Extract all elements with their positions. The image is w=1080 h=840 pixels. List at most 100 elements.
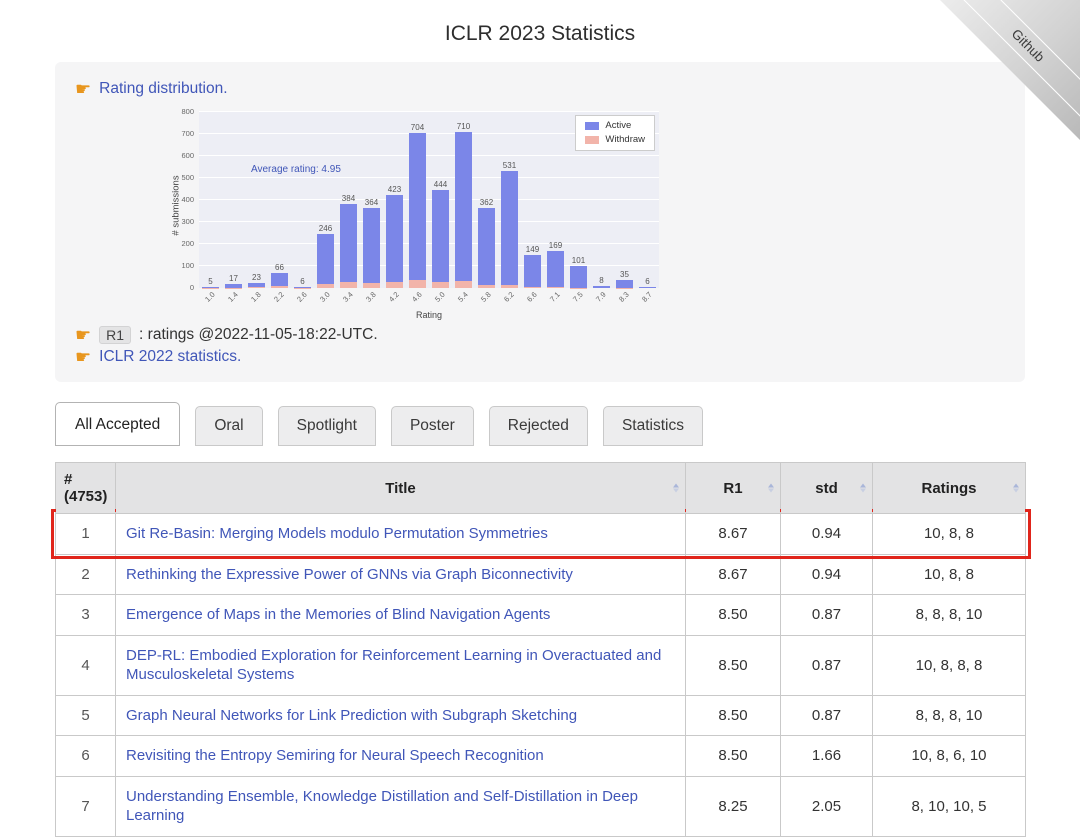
active-bar: 17 — [225, 274, 242, 288]
header-num[interactable]: # (4753) — [55, 462, 116, 514]
row-number: 3 — [55, 594, 116, 636]
withdraw-bar — [386, 282, 403, 288]
active-bar: 362 — [478, 198, 495, 288]
bar-slot: 6 2.6 — [291, 112, 314, 304]
paper-title-link[interactable]: Understanding Ensemble, Knowledge Distil… — [126, 787, 638, 825]
iclr2022-line: ☛ ICLR 2022 statistics. — [75, 348, 1005, 366]
bar-value-label: 169 — [548, 240, 563, 250]
bar-value-label: 149 — [525, 245, 540, 255]
chart-legend: Active Withdraw — [575, 115, 655, 151]
bar-value-label: 444 — [433, 180, 448, 190]
legend-label-active: Active — [605, 120, 632, 131]
legend-swatch-active — [585, 121, 600, 130]
bar-slot: 531 6.2 — [498, 112, 521, 304]
bar-slot: 423 4.2 — [383, 112, 406, 304]
std-cell: 0.94 — [780, 553, 873, 595]
rating-distribution-link[interactable]: Rating distribution. — [99, 80, 228, 97]
row-number: 5 — [55, 694, 116, 736]
row-number: 4 — [55, 634, 116, 696]
tab-oral[interactable]: Oral — [195, 406, 263, 446]
ratings-cell: 10, 8, 8 — [872, 553, 1026, 595]
header-r1-label: R1 — [723, 479, 743, 497]
bar-value-label: 35 — [620, 270, 629, 280]
chart-bars: 5 1.0 17 1.4 23 1.8 66 2.2 6 2.6 246 3.0 384 3.4 364 3.… — [199, 112, 659, 304]
rating-distribution-line: ☛ Rating distribution. — [75, 80, 1005, 98]
gridline — [199, 221, 659, 222]
github-ribbon[interactable]: Github — [940, 0, 1080, 140]
rating-distribution-chart: # submissions Average rating: 4.95 Activ… — [163, 104, 683, 320]
y-tick-label: 0 — [189, 283, 194, 292]
active-bar: 704 — [409, 123, 426, 288]
y-tick-label: 600 — [181, 151, 194, 160]
tabs: All Accepted Oral Spotlight Poster Rejected S… — [55, 402, 1080, 446]
std-cell: 0.94 — [780, 513, 873, 555]
x-tick-label: 8.7 — [640, 290, 654, 304]
bar-value-label: 66 — [275, 263, 284, 273]
legend-entry-withdraw: Withdraw — [585, 134, 645, 145]
row-number: 2 — [55, 553, 116, 595]
page-title: ICLR 2023 Statistics — [444, 22, 636, 45]
bar-slot: 364 3.8 — [360, 112, 383, 304]
table-row: 2 Rethinking the Expressive Power of GNNs… — [55, 553, 1026, 595]
chart-x-axis-label: Rating — [415, 310, 442, 320]
paper-title-link[interactable]: Emergence of Maps in the Memories of Bli… — [126, 606, 551, 623]
table-row: 6 Revisiting the Entropy Semiring for Neu… — [55, 735, 1026, 777]
bar-value-label: 364 — [364, 197, 379, 207]
ratings-cell: 8, 8, 8, 10 — [872, 594, 1026, 636]
withdraw-bar — [340, 281, 357, 288]
bar-value-label: 531 — [502, 161, 517, 171]
legend-label-withdraw: Withdraw — [605, 134, 645, 145]
header-ratings[interactable]: Ratings — [872, 462, 1026, 514]
table-row: 1 Git Re-Basin: Merging Models modulo Per… — [50, 508, 1031, 559]
bar-slot: 710 5.4 — [452, 112, 475, 304]
ratings-cell: 10, 8, 6, 10 — [872, 735, 1026, 777]
y-tick-label: 500 — [181, 173, 194, 182]
active-bar: 66 — [271, 263, 288, 288]
bar-slot: 35 8.3 — [613, 112, 636, 304]
title-cell: Git Re-Basin: Merging Models modulo Perm… — [115, 513, 686, 555]
header-title[interactable]: Title — [115, 462, 686, 514]
papers-table-body: 1 Git Re-Basin: Merging Models modulo Per… — [50, 508, 1031, 837]
bar-slot: 8 7.9 — [590, 112, 613, 304]
withdraw-bar — [363, 282, 380, 288]
title-cell: Graph Neural Networks for Link Predictio… — [115, 694, 686, 736]
withdraw-bar — [478, 284, 495, 288]
active-bar: 35 — [616, 270, 633, 288]
iclr2022-statistics-link[interactable]: ICLR 2022 statistics. — [99, 348, 242, 365]
tab-poster[interactable]: Poster — [390, 406, 474, 446]
paper-title-link[interactable]: Revisiting the Entropy Semiring for Neur… — [126, 747, 544, 764]
bar-slot: 149 6.6 — [521, 112, 544, 304]
gridline — [199, 133, 659, 134]
bar-value-label: 710 — [456, 121, 471, 131]
title-cell: Understanding Ensemble, Knowledge Distil… — [115, 775, 686, 837]
pointer-icon: ☛ — [75, 325, 92, 345]
ratings-cell: 8, 8, 8, 10 — [872, 694, 1026, 736]
bar-slot: 169 7.1 — [544, 112, 567, 304]
header-r1[interactable]: R1 — [685, 462, 781, 514]
header-std[interactable]: std — [780, 462, 873, 514]
bar-value-label: 6 — [645, 276, 650, 286]
chart-y-axis-label: # submissions — [170, 175, 182, 236]
paper-title-link[interactable]: Rethinking the Expressive Power of GNNs … — [126, 565, 573, 583]
gridline — [199, 155, 659, 156]
tab-spotlight[interactable]: Spotlight — [277, 406, 376, 446]
y-tick-label: 200 — [181, 239, 194, 248]
table-header-row: # (4753) Title R1 std Ratings — [55, 462, 1026, 514]
tab-all-accepted[interactable]: All Accepted — [55, 402, 181, 446]
x-tick-label: 7.9 — [594, 290, 608, 304]
paper-title-link[interactable]: Graph Neural Networks for Link Predictio… — [126, 706, 578, 724]
paper-title-link[interactable]: DEP-RL: Embodied Exploration for Reinfor… — [126, 646, 662, 684]
active-bar: 423 — [386, 185, 403, 288]
bar-value-label: 17 — [229, 274, 238, 284]
x-tick-label: 1.8 — [249, 290, 263, 304]
bar-slot: 66 2.2 — [268, 112, 291, 304]
paper-title-link[interactable]: Git Re-Basin: Merging Models modulo Perm… — [126, 525, 548, 542]
legend-swatch-withdraw — [585, 135, 600, 144]
x-tick-label: 5.8 — [479, 290, 493, 304]
row-number: 1 — [55, 513, 116, 555]
tab-statistics[interactable]: Statistics — [602, 406, 703, 446]
r1-info-line: ☛ R1 : ratings @2022-11-05-18:22-UTC. — [75, 326, 1005, 344]
withdraw-bar — [248, 287, 265, 288]
tab-rejected[interactable]: Rejected — [488, 406, 588, 446]
gridline — [199, 265, 659, 266]
